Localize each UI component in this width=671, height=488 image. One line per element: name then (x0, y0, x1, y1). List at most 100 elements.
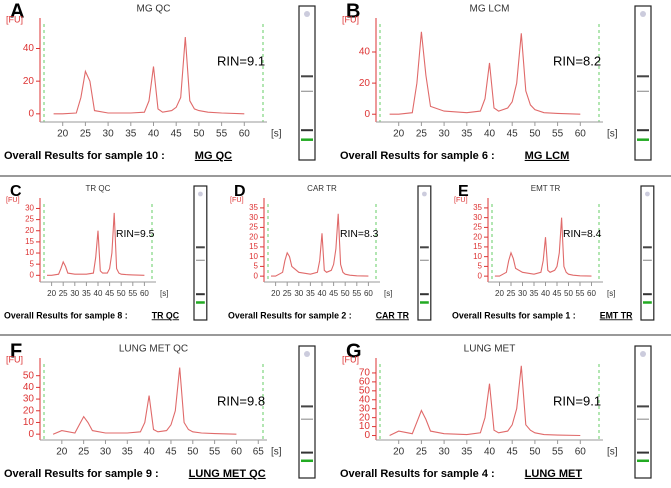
footer-text: Overall Results for sample 1 : (452, 310, 576, 320)
x-tick-label: 40 (148, 129, 160, 140)
sample-name: MG LCM (525, 150, 570, 162)
y-axis-label: [FU] (6, 354, 23, 364)
y-tick-label: 25 (473, 223, 482, 232)
footer-text: Overall Results for sample 8 : (4, 310, 128, 320)
x-tick-label: 50 (341, 289, 350, 298)
trace (53, 37, 245, 115)
panel-letter: D (234, 183, 246, 200)
x-axis-label: [s] (271, 129, 282, 140)
gel-band (637, 129, 649, 132)
y-tick-label: 50 (359, 385, 371, 396)
panel-letter: C (10, 183, 22, 200)
x-tick-label: 45 (507, 129, 519, 140)
panel-letter: A (10, 0, 24, 22)
gel-marker (640, 351, 646, 357)
y-tick-label: 0 (254, 271, 259, 280)
gel-band (301, 418, 313, 420)
gel-lane (193, 185, 208, 321)
y-tick-label: 10 (473, 252, 482, 261)
x-tick-label: 60 (239, 129, 251, 140)
gel-lane (634, 345, 652, 479)
rin-annotation: RIN=8.4 (563, 229, 602, 240)
x-tick-label: 30 (518, 289, 527, 298)
y-tick-label: 10 (359, 421, 371, 432)
y-tick-label: 70 (359, 368, 371, 379)
y-tick-label: 20 (359, 78, 371, 89)
x-tick-label: 60 (364, 289, 373, 298)
gel-marker (304, 351, 310, 357)
x-tick-label: 25 (507, 289, 516, 298)
footer-text: Overall Results for sample 10 : (4, 150, 165, 162)
gel-band (637, 405, 649, 408)
x-tick-label: 20 (495, 289, 504, 298)
rin-annotation: RIN=9.5 (116, 229, 155, 240)
y-tick-label: 40 (23, 43, 35, 54)
x-tick-label: 35 (530, 289, 539, 298)
x-tick-label: 55 (209, 447, 221, 458)
gel-band (637, 75, 649, 78)
y-tick-label: 10 (23, 417, 35, 428)
y-axis-label: [FU] (230, 195, 244, 204)
x-tick-label: 25 (59, 289, 68, 298)
chart-title: LUNG MET QC (119, 344, 188, 355)
y-tick-label: 30 (25, 204, 34, 213)
y-axis-label: [FU] (342, 14, 359, 24)
gel-band (643, 259, 652, 261)
gel-band (637, 451, 649, 454)
gel-lane (640, 185, 655, 321)
x-tick-label: 30 (294, 289, 303, 298)
x-tick-label: 25 (78, 447, 90, 458)
gel-band (196, 301, 205, 304)
x-tick-label: 25 (283, 289, 292, 298)
gel-band (637, 418, 649, 420)
gel-band (196, 259, 205, 261)
y-tick-label: 60 (359, 377, 371, 388)
x-tick-label: 40 (484, 129, 496, 140)
x-tick-label: 40 (94, 289, 103, 298)
sample-name: MG QC (195, 150, 232, 162)
trace (389, 31, 581, 115)
x-axis-label: [s] (384, 289, 392, 298)
sample-name: LUNG MET QC (189, 468, 266, 480)
trace (389, 365, 581, 437)
panel-letter: B (346, 0, 360, 22)
gel-band (301, 138, 313, 141)
x-tick-label: 60 (575, 447, 587, 458)
gel-band (420, 246, 429, 249)
x-tick-label: 50 (564, 289, 573, 298)
y-tick-label: 30 (23, 394, 35, 405)
chart-title: MG QC (137, 4, 171, 15)
y-tick-label: 25 (249, 223, 258, 232)
x-tick-label: 55 (552, 129, 564, 140)
x-tick-label: 35 (82, 289, 91, 298)
x-tick-label: 35 (461, 447, 473, 458)
y-tick-label: 40 (23, 382, 35, 393)
y-tick-label: 50 (23, 370, 35, 381)
chart-title: TR QC (86, 184, 111, 193)
x-tick-label: 50 (529, 129, 541, 140)
gel-marker (645, 191, 650, 197)
x-axis-label: [s] (271, 447, 282, 458)
sample-name: EMT TR (600, 310, 633, 320)
y-tick-label: 30 (473, 213, 482, 222)
x-tick-label: 35 (125, 129, 137, 140)
footer-text: Overall Results for sample 6 : (340, 150, 495, 162)
x-tick-label: 55 (576, 289, 585, 298)
x-tick-label: 25 (416, 447, 428, 458)
sample-name: LUNG MET (525, 468, 583, 480)
gel-band (196, 293, 205, 296)
x-tick-label: 25 (416, 129, 428, 140)
chart-title: CAR TR (307, 184, 337, 193)
y-tick-label: 20 (359, 412, 371, 423)
y-tick-label: 40 (359, 47, 371, 58)
rin-annotation: RIN=8.3 (340, 229, 379, 240)
y-tick-label: 40 (359, 394, 371, 405)
gel-band (301, 129, 313, 132)
y-tick-label: 20 (25, 226, 34, 235)
y-tick-label: 20 (249, 232, 258, 241)
x-axis-label: [s] (607, 289, 615, 298)
y-tick-label: 20 (473, 232, 482, 241)
gel-marker (198, 191, 203, 197)
y-tick-label: 0 (364, 109, 370, 120)
